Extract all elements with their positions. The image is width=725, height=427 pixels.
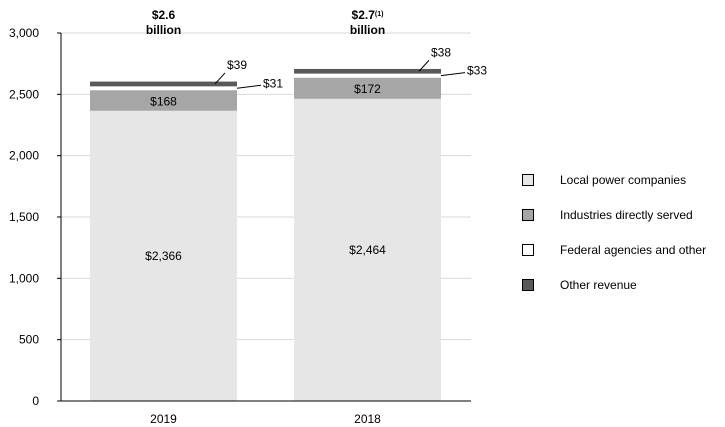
bar-segment <box>90 81 237 87</box>
bar-segment <box>90 86 237 91</box>
data-labels: $2,366$168$31$39$2.6billion$2,464$172$33… <box>145 8 487 263</box>
bar-segment <box>294 68 441 74</box>
y-tick-label: 0 <box>32 394 39 408</box>
data-label: $172 <box>354 82 381 96</box>
data-label: $38 <box>431 45 451 59</box>
y-tick-label: 2,000 <box>9 149 39 163</box>
bar-total-unit: billion <box>146 23 181 37</box>
legend-label: Other revenue <box>560 277 637 292</box>
legend: Local power companies Industries directly… <box>522 162 706 302</box>
bar-total-label: $2.6 <box>152 8 176 22</box>
legend-item: Industries directly served <box>522 197 706 232</box>
y-tick-label: 500 <box>19 333 39 347</box>
bar-segment <box>90 90 237 111</box>
y-tick-label: 2,500 <box>9 87 39 101</box>
legend-item: Local power companies <box>522 162 706 197</box>
data-label: $2,464 <box>349 243 386 257</box>
bar-segment <box>294 73 441 78</box>
axes: 0 500 1,000 1,500 2,000 2,500 3,000 2019 2018 <box>9 26 471 426</box>
y-tick-label: 1,500 <box>9 210 39 224</box>
data-label: $31 <box>263 76 283 90</box>
callout-line <box>418 59 430 72</box>
legend-item: Other revenue <box>522 267 706 302</box>
x-tick-label: 2018 <box>354 412 381 426</box>
y-tick-label: 3,000 <box>9 26 39 40</box>
callout-line <box>214 72 226 85</box>
callout-line <box>440 72 466 77</box>
data-label: $2,366 <box>145 249 182 263</box>
x-tick-label: 2019 <box>150 412 177 426</box>
data-label: $33 <box>467 64 487 78</box>
footnote-marker: (1) <box>375 11 384 18</box>
legend-item: Federal agencies and other <box>522 232 706 267</box>
legend-label: Industries directly served <box>560 207 693 222</box>
legend-label: Federal agencies and other <box>560 242 707 257</box>
y-tick-label: 1,000 <box>9 271 39 285</box>
bar-segment <box>294 98 441 402</box>
bar-total-unit: billion <box>350 23 385 37</box>
legend-swatch <box>522 173 534 186</box>
bars <box>90 68 441 402</box>
data-label: $168 <box>150 94 177 108</box>
legend-swatch <box>522 208 534 221</box>
legend-label: Local power companies <box>560 172 687 187</box>
bar-total-label: $2.7(1) <box>352 8 384 22</box>
callout-line <box>236 84 262 89</box>
legend-swatch <box>522 278 534 291</box>
bar-segment <box>294 77 441 99</box>
legend-swatch <box>522 243 534 256</box>
data-label: $39 <box>227 58 247 72</box>
bar-segment <box>90 110 237 402</box>
